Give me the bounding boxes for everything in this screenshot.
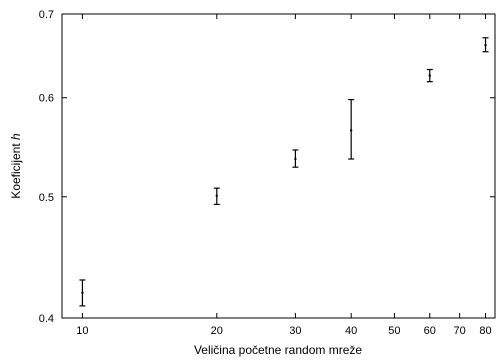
data-point <box>81 291 84 294</box>
y-tick-label: 0.5 <box>39 192 54 204</box>
x-tick-label: 40 <box>345 325 357 337</box>
x-tick-label: 60 <box>424 325 436 337</box>
x-tick-label: 30 <box>289 325 301 337</box>
y-tick-label: 0.7 <box>39 9 54 21</box>
x-axis-label: Veličina početne random mreže <box>194 343 362 357</box>
x-tick-label: 20 <box>211 325 223 337</box>
x-tick-label: 10 <box>76 325 88 337</box>
plot-frame <box>61 13 496 319</box>
data-point <box>294 157 297 161</box>
y-axis-label: Koeficijent h <box>9 133 23 199</box>
ticks: 10 20 30 40 50 60 70 80 0.4 0.5 0.6 0.7 <box>39 9 495 337</box>
data-point <box>428 74 431 77</box>
data-point <box>215 194 218 197</box>
y-axis-label-italic: h <box>9 133 23 140</box>
y-tick-label: 0.4 <box>39 313 54 325</box>
y-axis-label-main: Koeficijent <box>9 140 23 199</box>
x-tick-label: 70 <box>454 325 466 337</box>
data-point <box>484 43 487 47</box>
x-tick-label: 80 <box>479 325 491 337</box>
data-marks <box>79 37 489 307</box>
y-tick-label: 0.6 <box>39 93 54 105</box>
data-point <box>349 129 353 132</box>
x-tick-label: 50 <box>388 325 400 337</box>
